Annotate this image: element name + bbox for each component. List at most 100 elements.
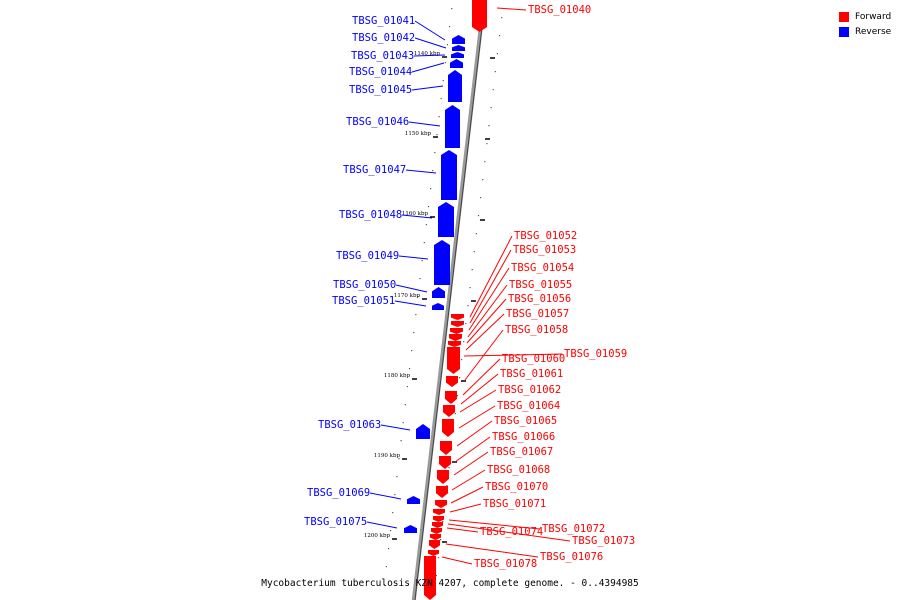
minor-mark: [408, 368, 411, 370]
reverse-gene-leader: [395, 284, 428, 293]
minor-mark: [448, 467, 450, 469]
reverse-gene: [452, 35, 465, 44]
minor-mark: [463, 341, 465, 343]
reverse-gene: [407, 496, 420, 504]
forward-gene: [443, 405, 455, 417]
forward-gene-label: TBSG_01070: [485, 481, 548, 493]
reverse-gene: [445, 105, 460, 148]
forward-swatch: [839, 11, 849, 22]
reverse-gene-label: TBSG_01048: [339, 209, 402, 221]
forward-gene-leader: [469, 249, 512, 324]
forward-gene-label: TBSG_01071: [483, 498, 546, 510]
minor-mark: [467, 305, 469, 307]
forward-gene-label: TBSG_01074: [480, 526, 543, 538]
minor-mark: [404, 404, 406, 406]
forward-gene-label: TBSG_01058: [505, 324, 568, 336]
forward-gene-leader: [446, 527, 479, 533]
minor-mark: [451, 8, 453, 10]
minor-mark: [402, 422, 404, 424]
minor-mark: [488, 125, 490, 127]
reverse-gene: [441, 150, 457, 200]
reverse-gene-leader: [366, 521, 398, 529]
reverse-gene: [434, 240, 450, 285]
reverse-gene-label: TBSG_01049: [336, 250, 399, 262]
legend-reverse-label: Reverse: [855, 26, 892, 37]
minor-mark: [471, 269, 473, 271]
forward-gene-label: TBSG_01078: [474, 558, 537, 570]
reverse-gene-label: TBSG_01045: [349, 84, 412, 96]
minor-mark: [389, 530, 392, 532]
forward-gene-leader: [454, 436, 491, 463]
reverse-gene-leader: [413, 54, 446, 57]
forward-gene: [437, 470, 449, 484]
forward-gene: [449, 334, 462, 341]
forward-gene-leader: [468, 267, 510, 331]
forward-gene-label: TBSG_01059: [564, 348, 627, 360]
minor-mark: [496, 53, 499, 55]
minor-mark: [501, 17, 503, 19]
minor-mark: [438, 116, 440, 118]
forward-gene-leader: [453, 451, 489, 476]
forward-gene: [447, 347, 460, 374]
minor-mark: [484, 161, 486, 163]
reverse-gene-label: TBSG_01047: [343, 164, 406, 176]
forward-gene-label: TBSG_01064: [497, 400, 560, 412]
forward-gene: [450, 328, 463, 334]
forward-gene-leader: [451, 469, 486, 491]
forward-gene-label: TBSG_01054: [511, 262, 574, 274]
forward-gene: [430, 534, 441, 540]
minor-mark: [406, 386, 409, 388]
forward-gene: [433, 516, 444, 522]
genome-caption: Mycobacterium tuberculosis KZN 4207, com…: [261, 578, 639, 589]
minor-mark: [454, 413, 456, 415]
reverse-gene-leader: [411, 85, 444, 91]
legend: Forward Reverse: [839, 9, 891, 39]
forward-gene-leader: [460, 373, 499, 405]
forward-gene-label: TBSG_01065: [494, 415, 557, 427]
minor-mark: [394, 494, 396, 496]
forward-gene-label: TBSG_01056: [508, 293, 571, 305]
forward-gene-label: TBSG_01073: [572, 535, 635, 547]
minor-mark: [458, 377, 461, 379]
minor-mark: [417, 296, 419, 298]
forward-gene-leader: [464, 329, 504, 381]
reverse-gene-leader: [398, 255, 429, 260]
minor-mark: [498, 35, 501, 37]
legend-forward: Forward: [839, 9, 891, 24]
reverse-gene: [404, 525, 417, 533]
minor-mark: [396, 476, 398, 478]
forward-gene-leader: [450, 486, 484, 504]
minor-mark: [477, 215, 480, 217]
reverse-gene-label: TBSG_01046: [346, 116, 409, 128]
forward-gene: [446, 376, 458, 387]
forward-gene: [440, 441, 452, 455]
minor-mark: [446, 485, 448, 487]
tick-label: 1150 kbp: [405, 131, 432, 137]
forward-gene-leader: [467, 284, 508, 338]
reverse-gene: [450, 59, 463, 68]
forward-gene: [433, 509, 445, 515]
forward-gene-leader: [462, 358, 501, 396]
minor-mark: [440, 98, 442, 100]
forward-gene: [424, 556, 436, 600]
forward-gene: [445, 391, 457, 404]
minor-mark: [469, 287, 471, 289]
reverse-gene-label: TBSG_01051: [332, 295, 395, 307]
minor-mark: [444, 62, 446, 64]
minor-mark: [456, 395, 459, 397]
minor-mark: [490, 107, 492, 109]
tick-label: 1170 kbp: [394, 293, 421, 299]
reverse-gene-leader: [411, 62, 445, 73]
forward-gene: [442, 419, 454, 437]
reverse-gene: [432, 287, 445, 298]
minor-mark: [435, 575, 437, 577]
reverse-gene-label: TBSG_01044: [349, 66, 412, 78]
minor-mark: [437, 557, 440, 559]
minor-mark: [398, 458, 400, 460]
reverse-gene: [416, 424, 430, 439]
tick-label: 1190 kbp: [374, 453, 401, 459]
forward-gene-leader: [469, 235, 513, 318]
minor-mark: [434, 152, 436, 154]
reverse-gene-label: TBSG_01050: [333, 279, 396, 291]
